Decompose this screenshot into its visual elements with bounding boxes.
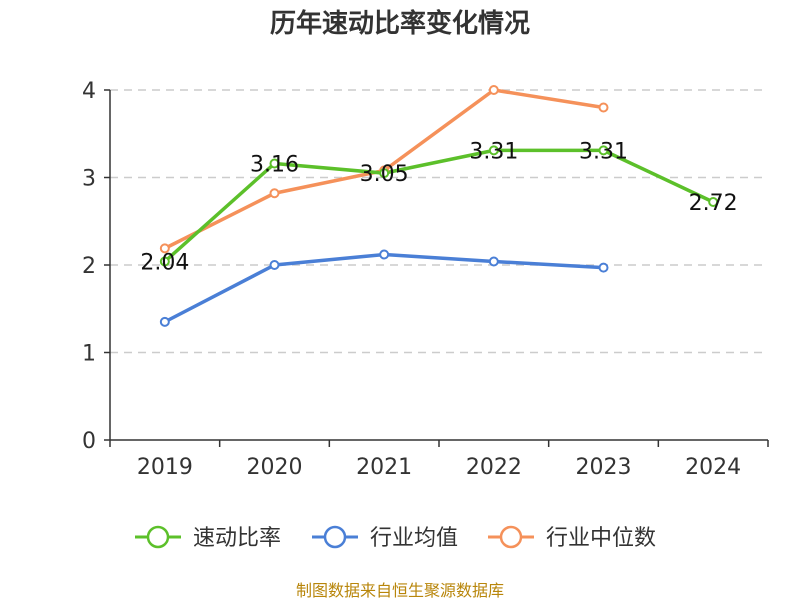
data-labels: 2.04 3.16 3.05 3.31 3.31 2.72: [140, 139, 737, 275]
data-label: 2.72: [689, 191, 738, 216]
data-point: [269, 188, 280, 199]
data-label: 2.04: [140, 251, 189, 276]
chart-title: 历年速动比率变化情况: [270, 8, 530, 39]
data-points: [159, 85, 719, 327]
y-tick-label: 1: [82, 342, 96, 367]
x-tick-label: 2020: [247, 455, 303, 480]
legend-label: 行业均值: [370, 526, 458, 551]
x-tick-label: 2023: [576, 455, 632, 480]
data-point: [159, 256, 170, 267]
y-tick-label: 2: [82, 254, 96, 279]
data-point: [488, 145, 499, 156]
legend-label: 速动比率: [193, 526, 281, 551]
data-point: [598, 262, 609, 273]
legend-marker: [146, 525, 170, 549]
data-point: [159, 243, 170, 254]
data-point: [269, 158, 280, 169]
data-label: 3.31: [579, 139, 628, 164]
data-label: 3.05: [360, 162, 409, 187]
data-point: [379, 168, 390, 179]
axes: 0 1 2 3 4 2019 2020 2021 2022 2023 2024: [82, 79, 769, 480]
legend: 速动比率 行业均值 行业中位数: [135, 525, 656, 551]
data-point: [488, 85, 499, 95]
legend-label: 行业中位数: [546, 526, 656, 551]
x-tick-label: 2019: [137, 455, 193, 480]
data-point: [269, 260, 280, 270]
y-tick-label: 3: [82, 167, 96, 192]
series-lines: [163, 88, 714, 324]
y-tick-label: 4: [82, 79, 96, 104]
legend-marker: [323, 525, 347, 549]
data-point: [488, 256, 499, 267]
y-tick-label: 0: [82, 429, 96, 454]
source-note: 制图数据来自恒生聚源数据库: [296, 581, 504, 600]
data-label: 3.31: [469, 139, 518, 164]
x-tick-label: 2022: [466, 455, 522, 480]
data-point: [708, 197, 719, 207]
data-point: [159, 316, 170, 327]
data-point: [598, 102, 609, 113]
legend-marker: [499, 525, 523, 549]
series-line-1: [164, 252, 604, 324]
data-label: 3.16: [250, 153, 299, 178]
data-point: [598, 145, 609, 156]
data-point: [379, 249, 390, 260]
x-tick-label: 2021: [356, 455, 412, 480]
x-tick-label: 2024: [685, 455, 741, 480]
series-line-0: [163, 148, 714, 263]
